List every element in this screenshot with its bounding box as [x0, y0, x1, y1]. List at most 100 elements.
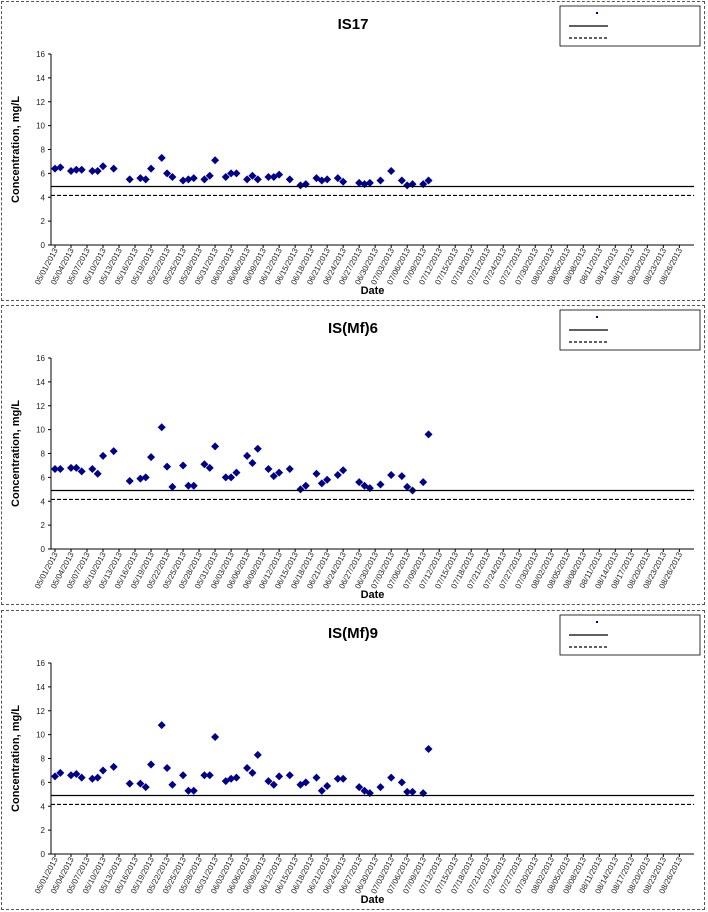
data-point: [168, 172, 177, 181]
data-point: [109, 447, 118, 456]
y-tick-label: 14: [36, 378, 45, 387]
data-point: [67, 771, 76, 780]
data-point: [200, 771, 209, 780]
y-tick-label: 2: [41, 521, 46, 530]
data-point: [243, 764, 252, 773]
data-point: [376, 480, 385, 489]
data-point: [317, 786, 326, 795]
y-tick-label: 4: [41, 802, 46, 811]
data-point: [339, 466, 348, 475]
data-point: [248, 768, 257, 777]
chart-title: IS(Mf)6: [328, 320, 378, 337]
data-point: [424, 430, 433, 439]
data-point: [387, 773, 396, 782]
y-tick-label: 2: [41, 217, 46, 226]
data-point: [387, 470, 396, 479]
data-point: [317, 479, 326, 488]
data-point: [355, 178, 364, 187]
data-point: [355, 478, 364, 487]
data-point: [125, 476, 134, 485]
data-point: [179, 771, 188, 780]
y-tick-label: 10: [36, 426, 45, 435]
data-point: [248, 171, 257, 180]
data-point: [51, 465, 59, 474]
data-point: [147, 453, 156, 462]
data-point: [365, 178, 374, 187]
data-point: [184, 481, 193, 490]
data-point: [397, 472, 406, 481]
data-point: [221, 473, 230, 482]
data-point: [88, 166, 97, 175]
data-point: [157, 153, 166, 162]
data-point: [360, 481, 369, 490]
data-point: [211, 442, 220, 451]
data-point: [200, 460, 209, 469]
y-axis-label: Concentration, mg/L: [10, 400, 22, 507]
data-point: [168, 780, 177, 789]
data-point: [301, 778, 310, 787]
data-point: [205, 463, 214, 472]
data-point: [339, 774, 348, 783]
data-point: [323, 475, 332, 484]
legend: [559, 5, 701, 47]
data-point: [109, 164, 118, 173]
data-point: [285, 771, 294, 780]
data-point: [243, 451, 252, 460]
data-point: [397, 176, 406, 185]
data-point: [243, 175, 252, 184]
y-tick-label: 2: [41, 826, 46, 835]
y-tick-label: 12: [36, 402, 45, 411]
data-point: [403, 181, 412, 190]
data-point: [125, 175, 134, 184]
data-point: [227, 473, 236, 482]
y-tick-label: 6: [41, 169, 46, 178]
data-point: [141, 175, 150, 184]
data-point: [323, 175, 332, 184]
legend-marker: [596, 621, 598, 623]
data-point: [317, 176, 326, 185]
data-point: [387, 166, 396, 175]
y-tick-label: 16: [36, 659, 45, 668]
data-point: [355, 783, 364, 792]
data-point: [285, 175, 294, 184]
data-point: [253, 750, 262, 759]
data-point: [264, 465, 273, 474]
data-point: [253, 444, 262, 453]
y-tick-label: 0: [41, 241, 46, 250]
data-point: [333, 174, 342, 183]
data-point: [275, 772, 284, 781]
data-point: [163, 764, 172, 773]
data-point: [365, 789, 374, 798]
data-point: [56, 768, 65, 777]
data-point: [189, 786, 198, 795]
y-tick-label: 14: [36, 683, 45, 692]
data-point: [88, 465, 97, 474]
data-point: [403, 482, 412, 491]
data-point: [109, 762, 118, 771]
data-point: [99, 766, 108, 775]
data-point: [248, 459, 257, 468]
data-point: [179, 176, 188, 185]
data-point: [312, 469, 321, 478]
data-point: [296, 181, 305, 190]
data-point: [141, 783, 150, 792]
data-point: [77, 773, 86, 782]
data-point: [189, 174, 198, 183]
data-point: [56, 163, 65, 172]
data-point: [88, 774, 97, 783]
data-point: [312, 773, 321, 782]
data-point: [269, 780, 278, 789]
data-point: [189, 481, 198, 490]
data-point: [99, 451, 108, 460]
data-point: [157, 721, 166, 730]
data-point: [376, 176, 385, 185]
y-tick-label: 6: [41, 473, 46, 482]
data-point: [77, 467, 86, 476]
data-point: [232, 468, 241, 477]
data-point: [93, 166, 102, 175]
data-point: [205, 771, 214, 780]
legend: [559, 309, 701, 351]
data-point: [221, 172, 230, 181]
